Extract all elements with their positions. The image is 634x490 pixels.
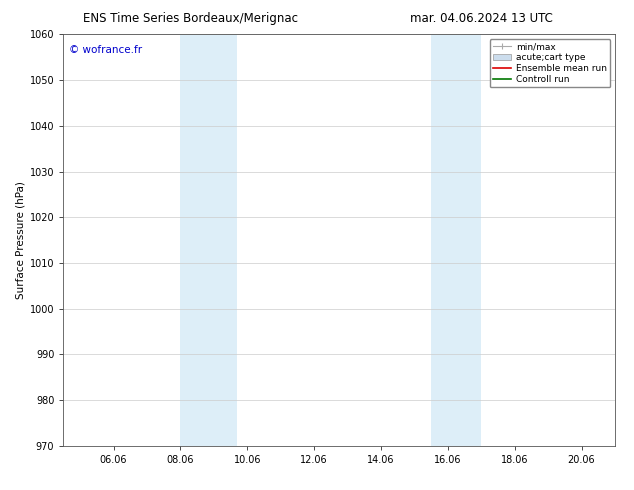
Legend: min/max, acute;cart type, Ensemble mean run, Controll run: min/max, acute;cart type, Ensemble mean … — [489, 39, 611, 87]
Text: mar. 04.06.2024 13 UTC: mar. 04.06.2024 13 UTC — [410, 12, 553, 25]
Bar — [431, 34, 481, 446]
Bar — [181, 34, 237, 446]
Y-axis label: Surface Pressure (hPa): Surface Pressure (hPa) — [16, 181, 25, 299]
Text: © wofrance.fr: © wofrance.fr — [69, 45, 142, 54]
Text: ENS Time Series Bordeaux/Merignac: ENS Time Series Bordeaux/Merignac — [82, 12, 298, 25]
